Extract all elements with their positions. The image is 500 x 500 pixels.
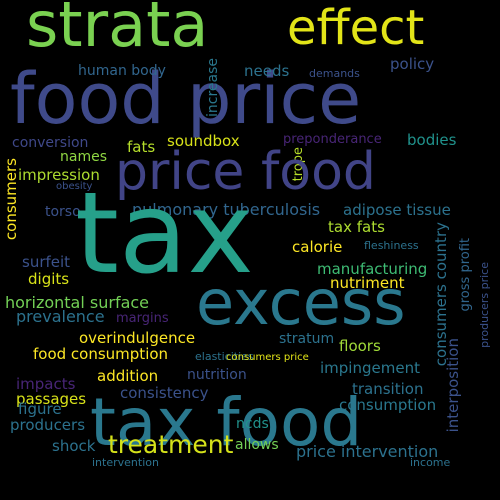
word-income: income (410, 456, 451, 469)
word-bodies: bodies (407, 131, 457, 149)
word-tax: tax (75, 169, 254, 299)
word-nutrition: nutrition (187, 367, 247, 383)
word-human-body: human body (78, 63, 166, 79)
word-impression: impression (18, 166, 100, 184)
word-surfeit: surfeit (22, 253, 71, 271)
word-demands: demands (309, 67, 360, 80)
word-shock: shock (52, 437, 96, 455)
word-impacts: impacts (16, 375, 76, 393)
word-nutriment: nutriment (330, 274, 405, 292)
word-horizontal-surface: horizontal surface (5, 293, 150, 312)
word-addition: addition (97, 367, 159, 385)
word-food-price: food price (10, 58, 362, 140)
word-conversion: conversion (12, 135, 89, 151)
word-food-consumption: food consumption (33, 345, 169, 363)
word-producers: producers (10, 416, 86, 434)
word-elasticities: elasticities (195, 350, 254, 363)
word-transition: transition (352, 380, 424, 398)
word-consumers: consumers (2, 158, 20, 241)
word-producers-price: producers price (478, 262, 491, 348)
word-overindulgence: overindulgence (79, 329, 196, 347)
word-fats: fats (127, 138, 156, 156)
word-interposition: interposition (444, 338, 462, 433)
word-obesity: obesity (56, 181, 93, 192)
word-increase: increase (205, 58, 221, 118)
word-impingement: impingement (320, 359, 420, 377)
word-figure: figure (18, 400, 62, 418)
word-effect: effect (287, 0, 425, 56)
word-floors: floors (339, 337, 381, 355)
word-torso: torso (45, 204, 81, 220)
word-tax-food: tax food (90, 384, 363, 461)
word-soundbox: soundbox (167, 132, 240, 150)
word-passages: passages (16, 390, 87, 408)
word-consistency: consistency (120, 384, 209, 402)
word-manufacturing: manufacturing (317, 260, 428, 278)
word-needs: needs (244, 62, 290, 80)
word-calorie: calorie (292, 238, 343, 256)
word-fleshiness: fleshiness (364, 239, 419, 252)
word-prevalence: prevalence (16, 307, 105, 326)
word-ncds: ncds (236, 416, 269, 432)
word-margins: margins (116, 311, 169, 326)
word-price-food: price food (115, 142, 376, 202)
word-price-intervention: price intervention (296, 442, 439, 461)
word-stratum: stratum (279, 331, 335, 347)
word-strata: strata (26, 0, 209, 61)
word-excess: excess (196, 266, 406, 339)
word-allows: allows (235, 437, 279, 453)
word-policy: policy (390, 55, 435, 73)
word-gross-profit: gross profit (458, 238, 473, 312)
word-consumers-price: consumers price (226, 352, 309, 363)
word-tax-fats: tax fats (328, 218, 385, 236)
word-preponderance: preponderance (283, 132, 382, 147)
word-adipose-tissue: adipose tissue (343, 201, 451, 219)
word-consumption: consumption (339, 396, 437, 414)
word-intervention: intervention (92, 456, 159, 469)
word-pulmonary-tuberculosis: pulmonary tuberculosis (132, 200, 321, 219)
word-digits: digits (28, 270, 70, 288)
word-names: names (60, 149, 107, 165)
word-treatment: treatment (108, 430, 234, 459)
